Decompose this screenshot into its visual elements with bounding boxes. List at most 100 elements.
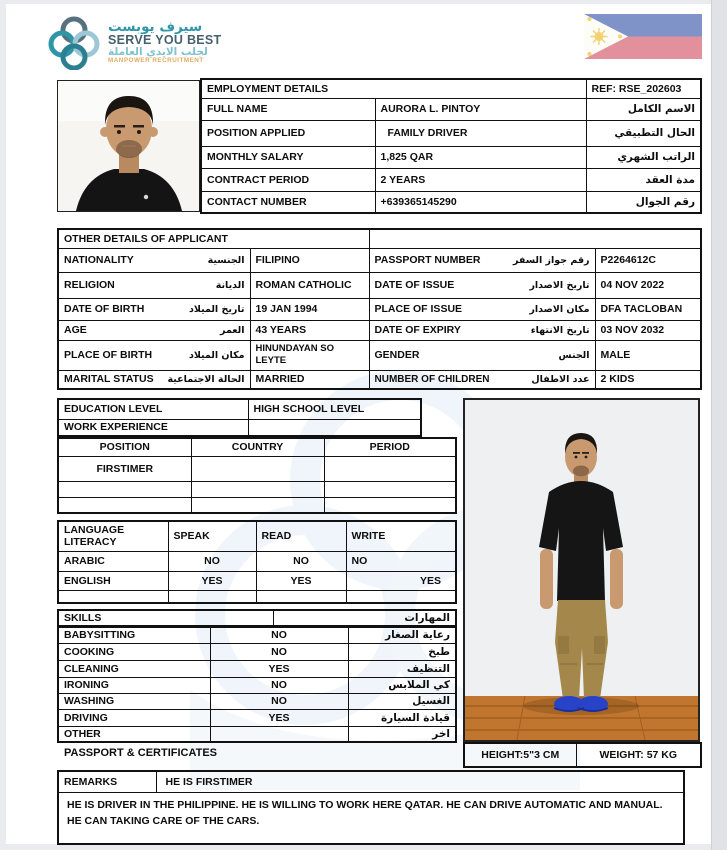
speak-value: YES xyxy=(167,570,257,591)
work-experience-header-row: WORK EXPERIENCE xyxy=(57,418,422,437)
field-label: DATE OF BIRTH xyxy=(64,303,145,315)
logo-arabic-name: سيرف يوبست xyxy=(108,18,203,35)
work-position-cell xyxy=(57,496,192,514)
field-value: FAMILY DRIVER xyxy=(374,119,587,147)
field-label: PLACE OF BIRTH xyxy=(64,349,153,361)
logo-tagline: MANPOWER RECRUITMENT xyxy=(108,56,204,64)
table-row: NATIONALITY الجنسية FILIPINO PASSPORT NUM… xyxy=(57,247,702,273)
skill-value: NO xyxy=(209,692,349,710)
work-experience-header-spacer xyxy=(247,418,422,437)
field-label: DATE OF ISSUE xyxy=(374,279,455,291)
other-details-table: OTHER DETAILS OF APPLICANT NATIONALITY ال… xyxy=(57,228,703,390)
column-header: POSITION xyxy=(57,437,192,457)
skills-title: SKILLS xyxy=(57,609,274,627)
page-right-gutter xyxy=(711,0,727,850)
skill-value: YES xyxy=(209,659,349,678)
work-country-cell xyxy=(190,496,325,514)
work-country-cell xyxy=(190,455,325,482)
field-arabic-label: تاريخ الاصدار xyxy=(529,279,590,291)
other-details-header-spacer xyxy=(368,228,702,249)
work-experience-columns-row: POSITION COUNTRY PERIOD xyxy=(57,437,457,457)
field-value: +639365145290 xyxy=(374,190,587,214)
work-position-cell xyxy=(57,480,192,498)
table-row xyxy=(57,496,457,514)
company-logo: سيرف يوبست SERVE YOU BEST لجلب الايدي ال… xyxy=(48,14,222,70)
skill-arabic-label: اخر xyxy=(347,725,457,742)
work-position-cell: FIRSTIMER xyxy=(57,455,192,482)
table-row: WASHING NO الغسيل xyxy=(57,692,457,710)
logo-english-name: SERVE YOU BEST xyxy=(108,32,222,47)
table-row: AGE العمر 43 YEARS DATE OF EXPIRY تاريخ ال… xyxy=(57,319,702,341)
field-arabic-label: رقم الجوال xyxy=(585,190,702,214)
field-value: P2264612C xyxy=(594,247,702,273)
field-value: AURORA L. PINTOY xyxy=(374,97,587,121)
field-label: GENDER xyxy=(374,349,420,361)
employment-details-table: EMPLOYMENT DETAILS REF: RSE_202603 FULL … xyxy=(200,78,703,214)
remarks-detail-row: HE IS DRIVER IN THE PHILIPPINE. HE IS WI… xyxy=(57,791,685,845)
skill-value: NO xyxy=(209,642,349,661)
table-row: ENGLISH YES YES YES xyxy=(57,570,457,591)
skill-label: OTHER xyxy=(57,725,211,742)
field-value: 43 YEARS xyxy=(249,319,370,341)
field-label: AGE xyxy=(64,324,87,336)
table-row: DATE OF BIRTH تاريخ الميلاد 19 JAN 1994 P… xyxy=(57,297,702,321)
column-header: WRITE xyxy=(345,520,457,552)
skills-table: BABYSITTING NO رعاية الصغار COOKING NO ط… xyxy=(57,626,457,743)
skills-title-arabic: المهارات xyxy=(272,609,457,627)
field-label: MONTHLY SALARY xyxy=(200,145,376,169)
work-period-cell xyxy=(323,496,457,514)
field-value: HINUNDAYAN SO LEYTE xyxy=(249,339,370,371)
table-row: RELIGION الديانة ROMAN CATHOLIC DATE OF I… xyxy=(57,271,702,299)
skill-arabic-label: الغسيل xyxy=(347,692,457,710)
table-row xyxy=(57,480,457,498)
speak-value: NO xyxy=(167,550,257,572)
language-name: ARABIC xyxy=(57,550,169,572)
field-label: NATIONALITY xyxy=(64,254,134,266)
table-row: CONTRACT PERIOD 2 YEARS مدة العقد xyxy=(200,167,702,192)
skill-label: COOKING xyxy=(57,642,211,661)
field-value: FILIPINO xyxy=(249,247,370,273)
language-literacy-table: LANGUAGE LITERACY SPEAK READ WRITE ARABI… xyxy=(57,520,457,604)
field-arabic-label: العمر xyxy=(220,324,245,336)
skill-label: DRIVING xyxy=(57,708,211,727)
skill-value: YES xyxy=(209,708,349,727)
field-arabic-label: عدد الاطفال xyxy=(531,373,590,385)
table-row: OTHER اخر xyxy=(57,725,457,742)
table-row: BABYSITTING NO رعاية الصغار xyxy=(57,626,457,644)
field-value: MARRIED xyxy=(249,369,370,390)
field-label: PASSPORT NUMBER xyxy=(374,254,481,266)
field-arabic-label: مكان الاصدار xyxy=(529,303,590,315)
field-label: POSITION APPLIED xyxy=(200,119,376,147)
field-arabic-label: رقم جواز السفر xyxy=(512,254,590,266)
field-label: MARITAL STATUS xyxy=(64,373,154,386)
field-value: 19 JAN 1994 xyxy=(249,297,370,321)
field-value: ROMAN CATHOLIC xyxy=(249,271,370,299)
field-label: NUMBER OF CHILDREN xyxy=(374,373,490,385)
field-value: 04 NOV 2022 xyxy=(594,271,702,299)
logo-rings-icon xyxy=(48,16,100,70)
skill-arabic-label: طبخ xyxy=(347,642,457,661)
write-value: NO xyxy=(345,550,457,572)
language-literacy-title: LANGUAGE LITERACY xyxy=(57,520,169,552)
field-label: CONTACT NUMBER xyxy=(200,190,376,214)
weight-value: WEIGHT: 57 KG xyxy=(575,742,702,768)
field-arabic-label: مدة العقد xyxy=(585,167,702,192)
field-arabic-label: الديانة xyxy=(215,279,245,291)
field-arabic-label: الجنسية xyxy=(207,254,245,266)
language-name: ENGLISH xyxy=(57,570,169,591)
work-period-cell xyxy=(323,480,457,498)
other-details-header-row: OTHER DETAILS OF APPLICANT xyxy=(57,228,702,249)
skills-header-table: SKILLS المهارات xyxy=(57,609,457,627)
field-label: CONTRACT PERIOD xyxy=(200,167,376,192)
remarks-header-row: REMARKS HE IS FIRSTIMER xyxy=(57,770,685,793)
table-row xyxy=(57,589,457,604)
field-arabic-label: تاريخ الميلاد xyxy=(189,303,245,315)
field-value: DFA TACLOBAN xyxy=(594,297,702,321)
skill-label: CLEANING xyxy=(57,659,211,678)
field-arabic-label: تاريخ الانتهاء xyxy=(530,324,590,336)
applicant-fullbody-photo xyxy=(463,398,700,742)
table-row: MARITAL STATUS الحالة الاجتماعية MARRIED … xyxy=(57,369,702,390)
remarks-detail: HE IS DRIVER IN THE PHILIPPINE. HE IS WI… xyxy=(57,791,685,845)
field-value: 03 NOV 2032 xyxy=(594,319,702,341)
write-value: YES xyxy=(345,570,457,591)
